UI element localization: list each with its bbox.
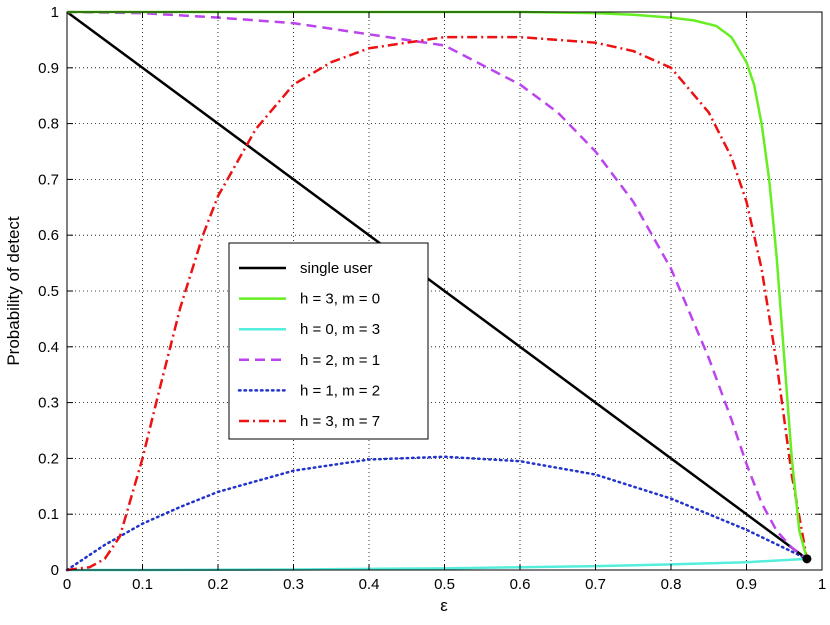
y-tick-label: 0.7 <box>38 171 59 188</box>
x-tick-label: 0.1 <box>132 576 153 593</box>
x-tick-label: 0 <box>63 576 71 593</box>
series-line-4 <box>65 455 809 572</box>
x-tick-label: 0.3 <box>283 576 304 593</box>
y-tick-label: 1 <box>51 4 59 21</box>
y-tick-label: 0.4 <box>38 339 59 356</box>
legend-label-4: h = 1, m = 2 <box>300 382 380 399</box>
x-tick-label: 0.6 <box>510 576 531 593</box>
y-tick-labels: 0 0.1 0.2 0.3 0.4 0.5 0.6 0.7 0.8 0.9 1 <box>38 4 59 579</box>
y-axis-label: Probability of detect <box>4 216 23 366</box>
x-tick-label: 0.7 <box>585 576 606 593</box>
x-axis-label: ε <box>440 596 448 615</box>
x-tick-label: 0.5 <box>434 576 455 593</box>
legend-label-0: single user <box>300 260 373 277</box>
y-tick-label: 0.3 <box>38 395 59 412</box>
series-line-5 <box>66 35 809 572</box>
ticks <box>66 11 823 571</box>
x-tick-label: 0.9 <box>736 576 757 593</box>
x-tick-label: 0.4 <box>359 576 380 593</box>
x-tick-label: 0.2 <box>208 576 229 593</box>
endpoint-marker <box>802 554 812 564</box>
legend-box <box>228 242 429 440</box>
x-tick-label: 0.8 <box>661 576 682 593</box>
grid <box>67 12 822 570</box>
legend-label-5: h = 3, m = 7 <box>300 413 380 430</box>
legend-label-2: h = 0, m = 3 <box>300 321 380 338</box>
legend: single user h = 3, m = 0 h = 0, m = 3 h = 2… <box>228 242 429 440</box>
y-tick-label: 0.2 <box>38 450 59 467</box>
legend-label-1: h = 3, m = 0 <box>300 291 380 308</box>
series-line-0 <box>66 10 808 560</box>
series-line-3 <box>66 10 808 560</box>
y-tick-label: 0.9 <box>38 60 59 77</box>
y-tick-label: 0 <box>51 562 59 579</box>
legend-label-3: h = 2, m = 1 <box>300 352 380 369</box>
x-tick-label: 1 <box>818 576 826 593</box>
y-tick-label: 0.6 <box>38 227 59 244</box>
y-tick-label: 0.1 <box>38 506 59 523</box>
y-tick-label: 0.5 <box>38 283 59 300</box>
y-tick-label: 0.8 <box>38 116 59 133</box>
x-tick-labels: 0 0.1 0.2 0.3 0.4 0.5 0.6 0.7 0.8 0.9 1 <box>63 576 826 593</box>
